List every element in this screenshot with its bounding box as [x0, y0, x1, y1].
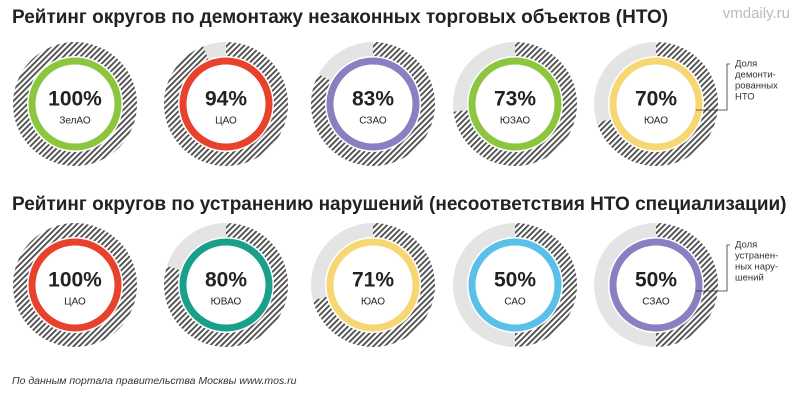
center-ring	[468, 57, 562, 151]
category-label: ЦАО	[64, 297, 86, 308]
value-label: 100%	[48, 88, 102, 111]
center-ring	[326, 238, 420, 332]
value-label: 83%	[352, 88, 394, 111]
value-label: 71%	[352, 269, 394, 292]
chart-title: Рейтинг округов по устранению нарушений …	[12, 194, 787, 215]
donut: 80% ЮВАО	[163, 223, 288, 347]
donut: 50% СЗАО	[594, 223, 718, 347]
donut: 83% СЗАО	[311, 42, 435, 166]
category-label: ЦАО	[215, 116, 237, 127]
legend-note: Доля	[735, 240, 757, 251]
chart-title: Рейтинг округов по демонтажу незаконных …	[12, 7, 668, 28]
center-ring	[179, 57, 273, 151]
value-label: 80%	[205, 269, 247, 292]
value-label: 70%	[635, 88, 677, 111]
donut: 70% ЮАО	[594, 42, 718, 166]
legend-note: ных нару-	[735, 262, 778, 273]
watermark: vmdaily.ru	[723, 5, 790, 22]
value-label: 50%	[494, 269, 536, 292]
center-ring	[326, 57, 420, 151]
category-label: СЗАО	[642, 297, 670, 308]
value-label: 50%	[635, 269, 677, 292]
legend-note: шений	[735, 273, 764, 284]
legend-note: демонти-	[735, 70, 776, 81]
center-ring	[609, 238, 703, 332]
donut: 73% ЮЗАО	[453, 42, 577, 166]
value-label: 100%	[48, 269, 102, 292]
note-leader	[696, 244, 730, 292]
category-label: САО	[504, 297, 525, 308]
value-label: 94%	[205, 88, 247, 111]
note-leader	[696, 63, 730, 111]
center-ring	[179, 238, 273, 332]
category-label: ЮЗАО	[500, 116, 531, 127]
legend-note: рованных	[735, 81, 778, 92]
center-ring	[468, 238, 562, 332]
donut: 50% САО	[453, 223, 577, 347]
donut: 71% ЮАО	[311, 223, 435, 348]
legend-note: устранен-	[735, 251, 778, 262]
legend-note: НТО	[735, 92, 755, 103]
value-label: 73%	[494, 88, 536, 111]
donut: 94% ЦАО	[164, 42, 288, 166]
center-ring	[28, 238, 122, 332]
center-ring	[28, 57, 122, 151]
category-label: СЗАО	[359, 116, 387, 127]
legend-note: Доля	[735, 59, 757, 70]
category-label: ЮАО	[361, 297, 385, 308]
donut: 100% ЦАО	[13, 223, 137, 347]
source-note: По данным портала правительства Москвы w…	[12, 375, 297, 387]
category-label: ЮАО	[644, 116, 668, 127]
donut: 100% ЗелАО	[13, 42, 137, 166]
center-ring	[609, 57, 703, 151]
category-label: ЮВАО	[211, 297, 242, 308]
category-label: ЗелАО	[59, 116, 91, 127]
